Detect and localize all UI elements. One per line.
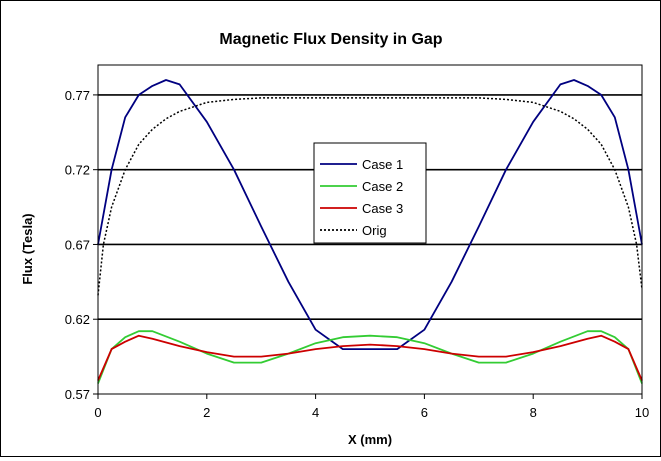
y-tick-label: 0.72 (65, 163, 90, 178)
legend-label: Orig (362, 223, 387, 238)
y-tick-label: 0.67 (65, 237, 90, 252)
y-tick-label: 0.62 (65, 312, 90, 327)
legend-label: Case 2 (362, 179, 403, 194)
series-line-case-2 (97, 330, 643, 384)
x-tick-label: 0 (94, 405, 101, 420)
legend-label: Case 1 (362, 157, 403, 172)
x-tick-label: 2 (203, 405, 210, 420)
series-line-orig (97, 97, 643, 296)
x-tick-label: 10 (635, 405, 649, 420)
y-tick-label: 0.77 (65, 88, 90, 103)
x-tick-label: 4 (312, 405, 319, 420)
plot-area-border (97, 64, 643, 395)
x-tick-label: 8 (530, 405, 537, 420)
chart-title: Magnetic Flux Density in Gap (219, 31, 442, 48)
series-line-case-1 (97, 79, 643, 351)
x-tick-label: 6 (421, 405, 428, 420)
x-axis-title: X (mm) (348, 432, 392, 447)
legend-box (313, 142, 427, 244)
legend: Case 1 Case 2 Case 3 Orig (313, 142, 427, 244)
legend-label: Case 3 (362, 201, 403, 216)
y-tick-label: 0.57 (65, 387, 90, 402)
series-line-case-3 (97, 334, 643, 381)
y-axis-title: Flux (Tesla) (20, 213, 35, 284)
